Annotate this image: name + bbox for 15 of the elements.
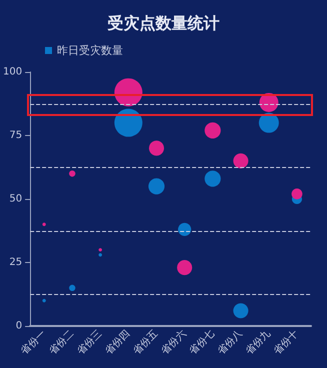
y-tick-label: 100 [2, 66, 22, 78]
y-tick-label: 75 [9, 130, 22, 141]
x-tick-label: 省份四 [102, 327, 132, 358]
y-tick-label: 25 [9, 257, 22, 268]
x-tick-label: 省份八 [214, 327, 245, 358]
x-tick-label: 省份七 [186, 327, 217, 358]
x-tick-label: 省份九 [243, 327, 273, 358]
legend-label: 昨日受灾数量 [57, 44, 123, 57]
x-tick-label: 省份二 [46, 327, 76, 358]
x-tick-label: 省份五 [130, 327, 160, 358]
x-tick-label: 省份十 [271, 327, 301, 358]
x-tick-label: 省份三 [74, 327, 104, 358]
x-tick-label: 省份六 [158, 327, 188, 358]
chart-title: 受灾点数量统计 [106, 14, 220, 32]
y-tick-label: 50 [9, 194, 22, 204]
